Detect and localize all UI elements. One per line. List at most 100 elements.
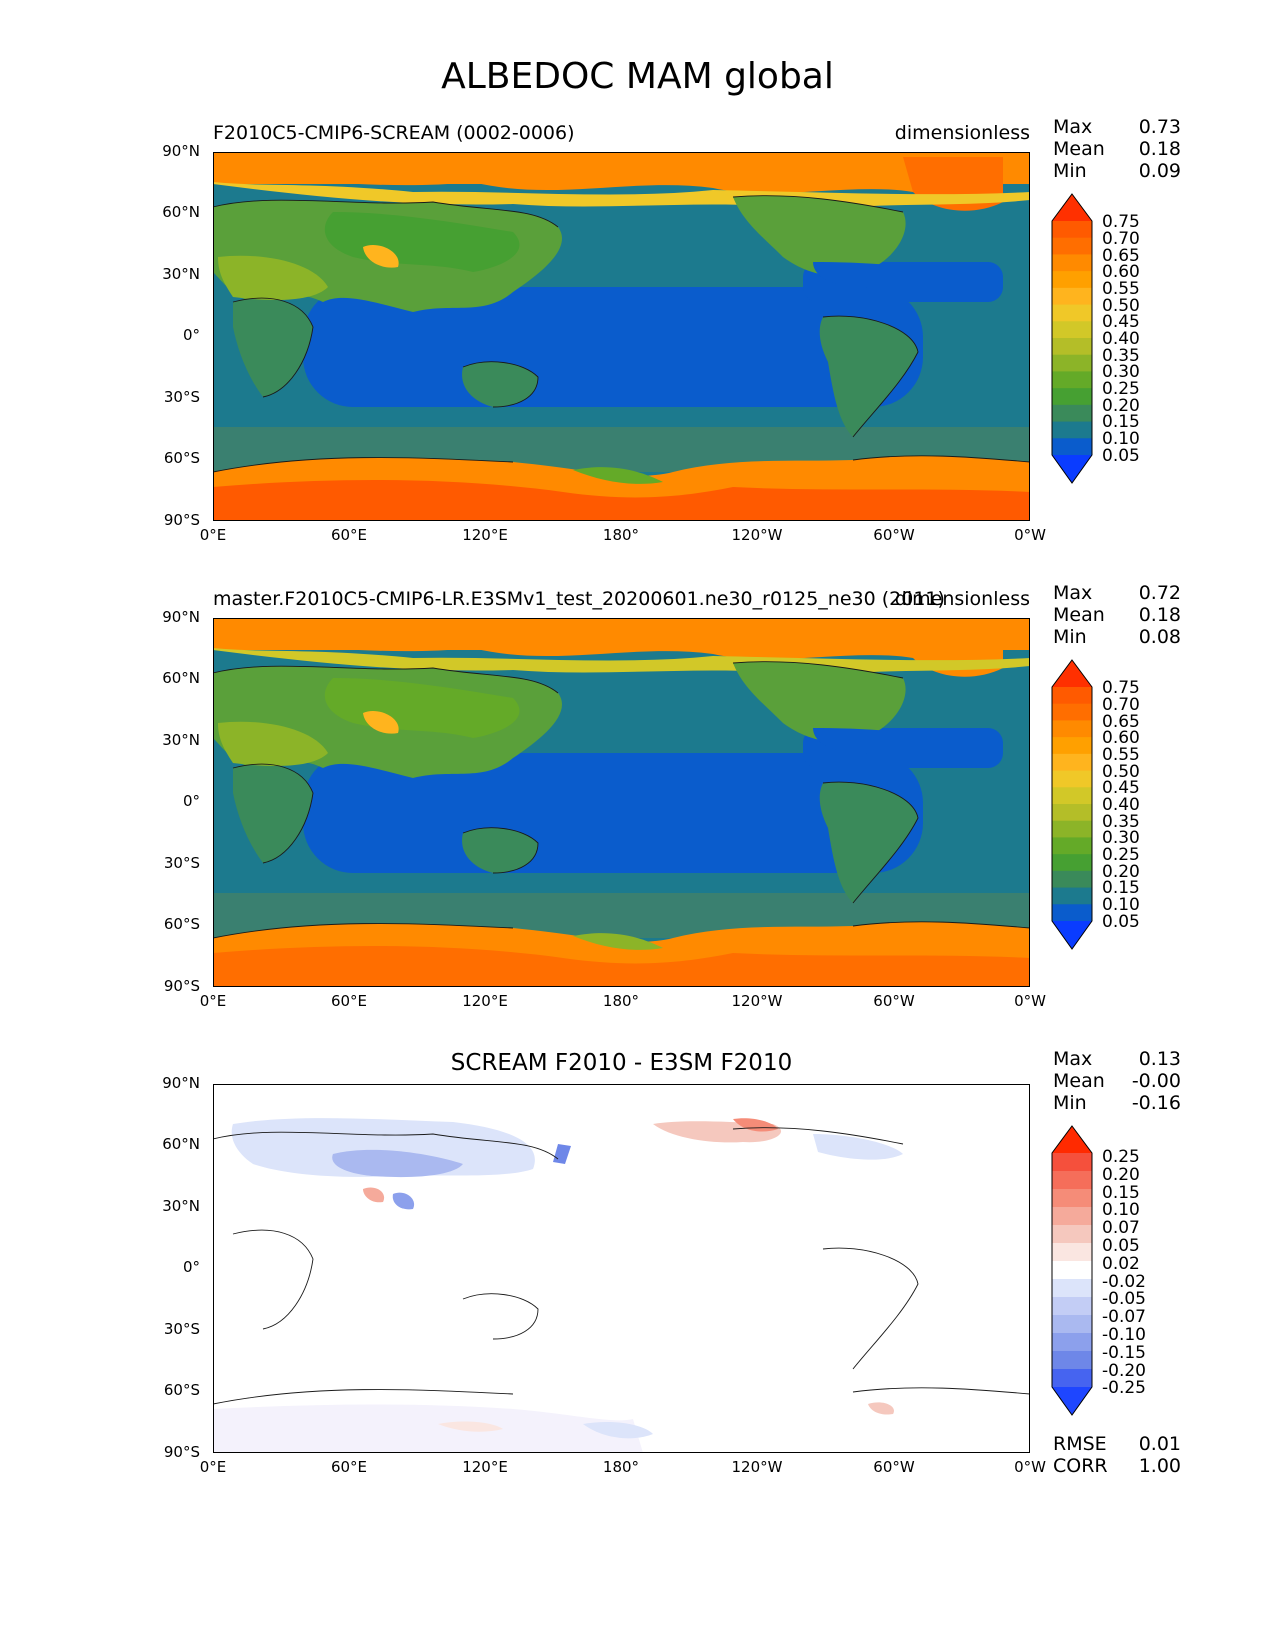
colorbar-segment <box>1052 438 1092 456</box>
lat-tick: 90°N <box>162 1074 200 1092</box>
colorbar-segment <box>1052 1171 1092 1190</box>
colorbar-segment <box>1052 787 1092 805</box>
colorbar-segment <box>1052 1315 1092 1334</box>
stat-min-label: Min <box>1053 160 1087 182</box>
colorbar-label: 0.02 <box>1102 1254 1140 1274</box>
lon-tick: 120°E <box>462 526 508 544</box>
colorbar-label: -0.10 <box>1102 1325 1146 1345</box>
colorbar-segment <box>1052 804 1092 822</box>
lon-tick: 0°E <box>199 526 227 544</box>
stat-max-value: 0.73 <box>1138 116 1181 138</box>
lon-tick: 60°E <box>330 1458 368 1476</box>
lon-tick: 0°W <box>1014 1458 1046 1476</box>
lat-tick: 90°N <box>162 608 200 626</box>
diff-positive-tibet <box>363 1187 385 1203</box>
sahara-green <box>218 721 328 766</box>
colorbar-segment <box>1052 720 1092 738</box>
colorbar-segment <box>1052 338 1092 356</box>
map-frame <box>213 618 1030 987</box>
colorbar-label: 0.05 <box>1102 446 1140 466</box>
lon-tick: 60°W <box>873 992 915 1010</box>
stat-max-value: 0.13 <box>1138 1048 1181 1070</box>
colorbar-label: 0.70 <box>1102 695 1140 715</box>
panel-title-left: F2010C5-CMIP6-SCREAM (0002-0006) <box>213 122 575 144</box>
colorbar <box>1051 1125 1093 1416</box>
map-frame <box>213 152 1030 521</box>
stat-mean-value: -0.00 <box>1131 1070 1181 1092</box>
colorbar-label: 0.15 <box>1102 878 1140 898</box>
diff-negative-spot <box>392 1192 415 1210</box>
africa-land <box>233 298 313 397</box>
lon-axis: 0°E 60°E 120°E 180° 120°W 60°W 0°W <box>200 992 1046 1014</box>
lon-tick: 0°E <box>199 1458 227 1476</box>
lat-tick: 90°S <box>163 977 200 995</box>
colorbar-segment <box>1052 354 1092 372</box>
colorbar-segment <box>1052 1279 1092 1298</box>
colorbar-segment <box>1052 1225 1092 1244</box>
colorbar-segment <box>1052 753 1092 772</box>
lat-tick: 0° <box>182 1258 200 1276</box>
colorbar-label: 0.10 <box>1102 429 1140 449</box>
colorbar-label: 0.20 <box>1102 396 1140 416</box>
coastline <box>213 1127 1030 1405</box>
colorbar-segment <box>1052 421 1092 439</box>
panel-diff: SCREAM F2010 - E3SM F2010 Max 0.13 Mean -0… <box>0 932 1275 1492</box>
colorbar-label: 0.55 <box>1102 745 1140 765</box>
stat-corr-label: CORR <box>1053 1455 1108 1477</box>
colorbar-label: -0.15 <box>1102 1343 1146 1363</box>
stats-block: Max 0.73 Mean 0.18 Min 0.09 <box>1053 116 1181 186</box>
lat-tick: 30°N <box>162 731 200 749</box>
antarctic-green-fringe <box>573 933 663 950</box>
colorbar-segment <box>1052 870 1092 889</box>
colorbar-label: 0.50 <box>1102 296 1140 316</box>
antarctic-green-fringe <box>573 467 663 484</box>
colorbar-label: 0.05 <box>1102 1236 1140 1256</box>
stat-mean-label: Mean <box>1053 1070 1105 1092</box>
coastline <box>213 661 1030 939</box>
colorbar-label: 0.30 <box>1102 828 1140 848</box>
lat-tick: 30°N <box>162 1197 200 1215</box>
colorbar-label: 0.60 <box>1102 728 1140 748</box>
south-america-land <box>819 316 918 437</box>
lat-tick: 30°S <box>163 1320 200 1338</box>
colorbar-label: 0.20 <box>1102 1165 1140 1185</box>
colorbar-outline <box>1051 1125 1093 1416</box>
colorbar-segment <box>1052 820 1092 838</box>
lat-tick: 30°S <box>163 388 200 406</box>
colorbar-segment <box>1052 1243 1092 1262</box>
lat-axis: 90°N 60°N 30°N 0° 30°S 60°S 90°S <box>140 142 210 529</box>
coastline <box>213 195 1030 473</box>
lat-tick: 60°N <box>162 1135 200 1153</box>
colorbar-extend-min <box>1052 921 1092 949</box>
colorbar-label: -0.05 <box>1102 1289 1146 1309</box>
colorbar-segment <box>1052 221 1092 239</box>
colorbar-segment <box>1052 1297 1092 1316</box>
colorbar-label: 0.75 <box>1102 212 1140 232</box>
units-label: dimensionless <box>894 588 1030 610</box>
colorbar-labels: 0.75 0.70 0.65 0.60 0.55 0.50 0.45 0.40 … <box>1102 680 1182 940</box>
colorbar-label: 0.30 <box>1102 362 1140 382</box>
diff-negative-core <box>332 1149 463 1178</box>
colorbar-label: 0.70 <box>1102 229 1140 249</box>
figure-title: ALBEDOC MAM global <box>441 56 834 97</box>
colorbar <box>1051 659 1093 950</box>
lon-tick: 60°W <box>873 1458 915 1476</box>
lon-tick: 0°E <box>199 992 227 1010</box>
colorbar-label: 0.75 <box>1102 678 1140 698</box>
colorbar <box>1051 193 1093 484</box>
map-plot <box>213 618 1030 987</box>
units-label: dimensionless <box>894 122 1030 144</box>
lat-tick: 60°S <box>163 1381 200 1399</box>
lat-axis: 90°N 60°N 30°N 0° 30°S 60°S 90°S <box>140 608 210 995</box>
colorbar-segment <box>1052 1153 1092 1172</box>
colorbar-segment <box>1052 287 1092 306</box>
colorbar-label: 0.15 <box>1102 412 1140 432</box>
stat-mean-label: Mean <box>1053 138 1105 160</box>
colorbar-extend-max <box>1052 1126 1092 1153</box>
diff-negative-namerica <box>813 1134 903 1160</box>
lon-tick: 120°W <box>731 992 783 1010</box>
colorbar-label: 0.40 <box>1102 329 1140 349</box>
stat-max-label: Max <box>1053 116 1093 138</box>
australia-land <box>462 827 538 873</box>
stat-corr-value: 1.00 <box>1138 1455 1181 1477</box>
